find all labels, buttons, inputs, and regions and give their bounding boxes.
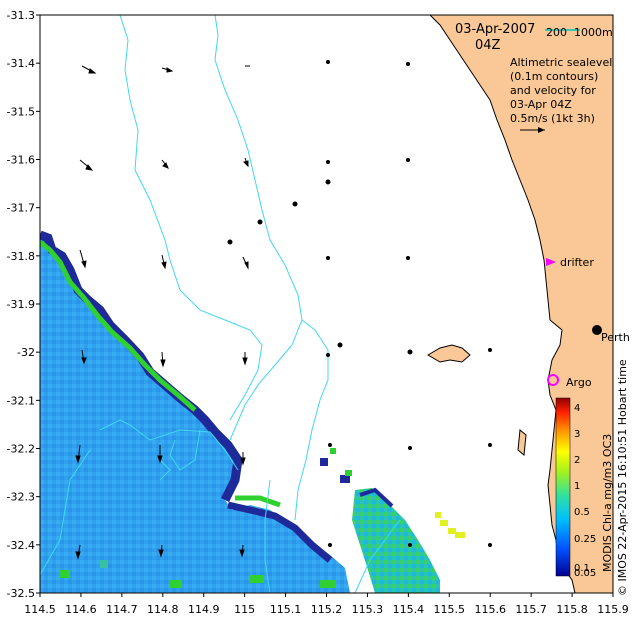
x-tick-label: 114.9 — [188, 603, 220, 616]
plot-area — [40, 15, 613, 593]
argo-marker — [547, 374, 559, 386]
garden-island — [517, 429, 527, 456]
colorbar-label: MODIS Chl-a mg/m3 OC3 — [601, 434, 614, 572]
y-tick-label: -31.8 — [7, 250, 35, 263]
x-tick-label: 115.1 — [270, 603, 302, 616]
y-tick-label: -32.2 — [7, 443, 35, 456]
y-tick-label: -31.5 — [7, 105, 35, 118]
velocity-arrows — [75, 60, 492, 560]
x-tick-label: 115.5 — [434, 603, 466, 616]
time-label: 04Z — [475, 38, 501, 53]
x-tick-label: 114.5 — [24, 603, 56, 616]
y-tick-label: -31.6 — [7, 154, 35, 167]
y-tick-label: -32.1 — [7, 394, 35, 407]
credit-label: © IMOS 22-Apr-2015 16:10:51 Hobart time — [616, 359, 629, 596]
y-tick-label: -31.4 — [7, 57, 35, 70]
x-axis: 114.5 114.6 114.7 114.8 114.9 115 115.1 115.2 11… — [24, 593, 629, 616]
sea-level-contours — [40, 15, 580, 593]
colorbar-tick-label: 0.1 — [574, 563, 590, 574]
y-tick-label: -31.3 — [7, 9, 35, 22]
date-label: 03-Apr-2007 — [455, 22, 535, 37]
scale-large-label: 1000m — [574, 26, 613, 39]
argo-label: Argo — [566, 376, 592, 389]
x-tick-label: 115.7 — [515, 603, 547, 616]
description-line4: 03-Apr 04Z — [510, 98, 572, 111]
velocity-scale-label: 0.5m/s (1kt 3h) — [510, 112, 595, 125]
y-tick-label: -32 — [17, 346, 35, 359]
perth-label: Perth — [601, 331, 630, 344]
x-tick-label: 115.9 — [597, 603, 629, 616]
colorbar-tick-label: 0.25 — [574, 534, 596, 545]
description-line1: Altimetric sealevel — [510, 56, 612, 69]
x-tick-label: 115 — [234, 603, 255, 616]
velocity-scale-arrow — [520, 127, 545, 133]
colorbar-ticks: 4 3 2 1 0.5 0.25 0.10.05 — [574, 403, 596, 579]
y-tick-label: -32.3 — [7, 491, 35, 504]
colorbar-tick-label: 2 — [574, 455, 580, 466]
perth-marker — [592, 325, 602, 335]
description-line2: (0.1m contours) — [510, 70, 598, 83]
colorbar-tick-label: 0.05 — [574, 568, 596, 579]
y-tick-label: -31.9 — [7, 298, 35, 311]
y-tick-label: -31.7 — [7, 202, 35, 215]
colorbar-tick-label: 4 — [574, 403, 580, 414]
drifter-marker — [546, 258, 556, 266]
x-tick-label: 115.4 — [393, 603, 425, 616]
colorbar-tick-label: 1 — [574, 481, 580, 492]
chlorophyll-field — [40, 230, 465, 593]
x-tick-label: 115.2 — [311, 603, 343, 616]
x-tick-label: 114.6 — [65, 603, 97, 616]
rottnest-island — [427, 344, 471, 363]
x-tick-label: 115.8 — [556, 603, 588, 616]
x-tick-label: 115.3 — [352, 603, 384, 616]
drifter-label: drifter — [560, 256, 594, 269]
x-tick-label: 114.7 — [106, 603, 138, 616]
scale-small-label: 200 — [546, 26, 567, 39]
x-tick-label: 115.6 — [474, 603, 506, 616]
y-tick-label: -32.5 — [7, 587, 35, 600]
description-line3: and velocity for — [510, 84, 596, 97]
colorbar-tick-label: 3 — [574, 429, 580, 440]
y-tick-label: -32.4 — [7, 539, 35, 552]
colorbar-tick-label: 0.5 — [574, 507, 590, 518]
x-tick-label: 114.8 — [147, 603, 179, 616]
colorbar — [555, 397, 571, 577]
y-axis: -31.3 -31.4 -31.5 -31.6 -31.7 -31.8 -31.9 -32 -3… — [7, 9, 40, 600]
